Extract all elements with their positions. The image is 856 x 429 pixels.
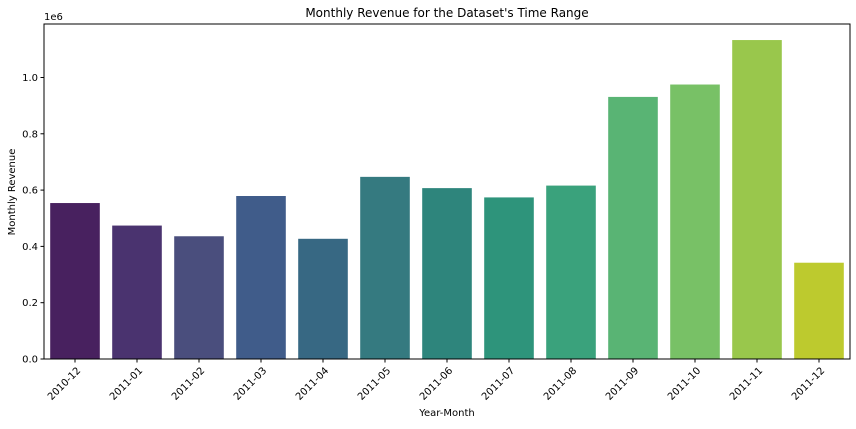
x-axis-label: Year-Month: [418, 408, 474, 419]
y-tick-label: 0.4: [22, 242, 38, 253]
y-tick-label: 0.2: [22, 298, 38, 309]
y-tick-label: 0.6: [22, 186, 38, 197]
bar-2011-05: [360, 176, 410, 359]
y-axis-label: Monthly Revenue: [7, 149, 18, 236]
bar-2011-01: [112, 225, 162, 359]
x-tick-label: 2011-01: [108, 365, 145, 402]
bar-2011-10: [670, 84, 720, 359]
x-tick-label: 2011-09: [604, 365, 641, 402]
x-tick-label: 2011-07: [480, 365, 517, 402]
x-tick-label: 2011-05: [356, 365, 393, 402]
plot-frame: [43, 23, 851, 360]
bar-2011-12: [794, 262, 844, 359]
x-tick-label: 2011-06: [418, 365, 455, 402]
bar-2011-08: [546, 185, 596, 359]
x-tick-label: 2011-11: [728, 365, 765, 402]
bar-2011-07: [484, 197, 534, 359]
bar-2011-06: [422, 188, 472, 359]
y-axis-offset-label: 1e6: [44, 12, 63, 23]
bar-2011-02: [174, 236, 224, 359]
bar-2010-12: [50, 203, 100, 359]
x-tick-label: 2011-10: [666, 365, 703, 402]
y-axis-ticks: 0.0 0.2 0.4 0.6 0.8 1.0: [22, 73, 44, 366]
x-tick-label: 2011-08: [542, 365, 579, 402]
x-axis-ticks: 2010-12 2011-01 2011-02 2011-03 2011-04 2011-…: [46, 359, 827, 403]
y-tick-label: 1.0: [22, 73, 38, 84]
y-tick-label: 0.8: [22, 129, 38, 140]
x-tick-label: 2011-02: [170, 365, 207, 402]
x-tick-label: 2011-03: [232, 365, 269, 402]
bar-2011-04: [298, 238, 348, 359]
chart-title: Monthly Revenue for the Dataset's Time R…: [305, 6, 588, 20]
bar-2011-03: [236, 196, 286, 359]
bar-2011-09: [608, 96, 658, 359]
x-tick-label: 2010-12: [46, 365, 83, 402]
x-tick-label: 2011-04: [294, 365, 331, 402]
bars-group: [50, 40, 844, 360]
y-tick-label: 0.0: [22, 355, 38, 366]
x-tick-label: 2011-12: [790, 365, 827, 402]
bar-2011-11: [732, 40, 782, 360]
